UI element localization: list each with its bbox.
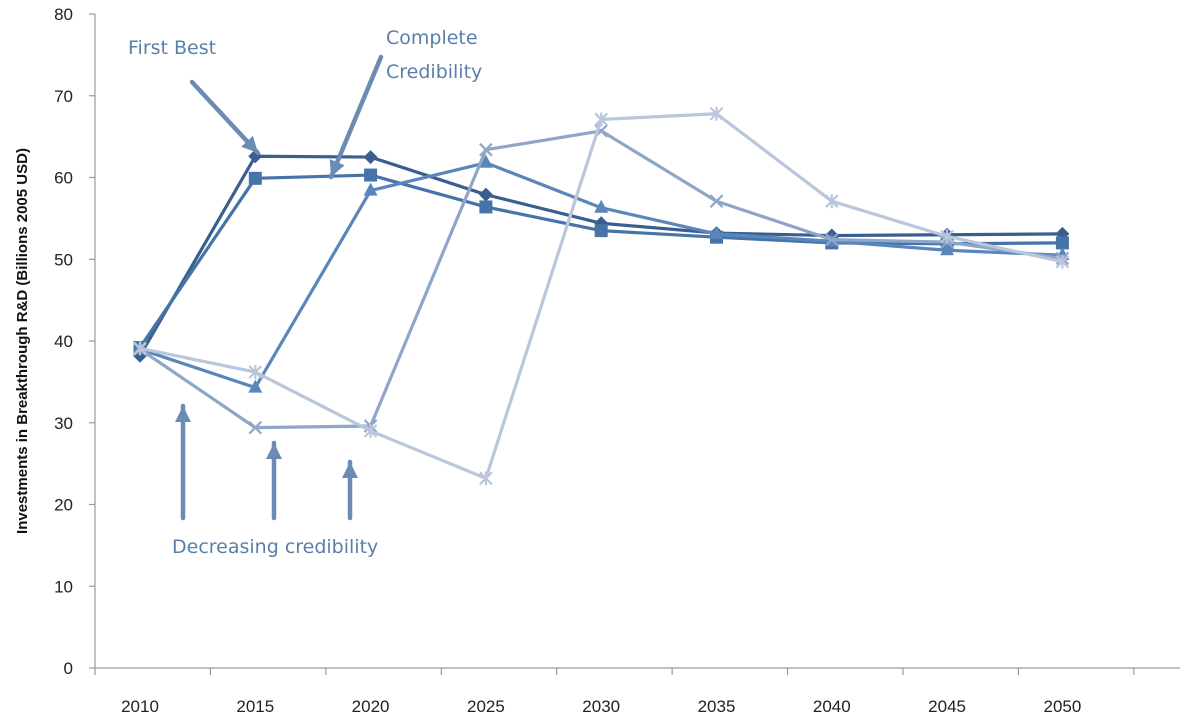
annotation-credibility: Credibility — [386, 61, 482, 83]
data-point — [363, 182, 378, 196]
x-tick-label: 2045 — [928, 697, 966, 716]
series-5 — [133, 106, 1070, 486]
y-tick-label: 20 — [54, 496, 73, 515]
annotation-complete: Complete — [386, 27, 478, 49]
series-line — [138, 154, 1063, 357]
data-point — [248, 420, 263, 435]
data-point — [709, 225, 724, 239]
data-point — [478, 187, 493, 202]
data-point — [363, 150, 378, 165]
data-point — [479, 471, 493, 486]
data-point — [479, 142, 493, 157]
data-point — [825, 232, 839, 247]
data-point — [940, 229, 954, 244]
x-tick-label: 2010 — [121, 697, 159, 716]
annotation-first-best: First Best — [128, 37, 216, 59]
x-tick-label: 2035 — [698, 697, 736, 716]
x-tick-label: 2040 — [813, 697, 851, 716]
series-1 — [133, 149, 1070, 363]
series-4 — [133, 124, 1070, 435]
y-tick-label: 80 — [54, 5, 73, 24]
data-point — [1055, 236, 1069, 250]
x-tick-label: 2020 — [352, 697, 390, 716]
data-point — [363, 423, 378, 438]
data-point — [709, 194, 724, 208]
x-ticks: 2010 2015 2020 2025 2030 2035 2040 2045 2050 — [94, 668, 1135, 716]
series-line — [139, 112, 1063, 480]
y-tick-label: 0 — [64, 659, 73, 678]
y-axis-label: Investments in Breakthrough R&D (Billion… — [14, 148, 31, 534]
arrow-decreasing-3 — [342, 459, 358, 521]
x-tick-label: 2050 — [1043, 697, 1081, 716]
arrow-complete-credibility — [328, 54, 384, 180]
data-point — [479, 200, 493, 214]
y-tick-label: 60 — [54, 169, 73, 188]
series-3 — [133, 154, 1070, 393]
data-point — [364, 168, 378, 182]
data-point — [594, 112, 608, 127]
y-tick-label: 50 — [54, 250, 73, 269]
y-ticks: 0 10 20 30 40 50 60 70 80 — [54, 5, 95, 678]
series-line — [139, 161, 1063, 390]
y-tick-label: 40 — [54, 332, 73, 351]
data-point — [940, 242, 955, 256]
arrow-decreasing-1 — [175, 403, 191, 521]
data-point — [248, 365, 263, 380]
series-2 — [133, 168, 1069, 355]
data-point — [248, 171, 262, 185]
y-tick-label: 70 — [54, 87, 73, 106]
arrow-decreasing-2 — [266, 440, 282, 521]
y-tick-label: 10 — [54, 577, 73, 596]
arrow-first-best — [189, 79, 261, 156]
annotation-decreasing-credibility: Decreasing credibility — [172, 536, 378, 558]
x-tick-label: 2030 — [582, 697, 620, 716]
data-point — [594, 224, 608, 238]
series-layer — [133, 106, 1070, 486]
axes — [94, 14, 1180, 669]
y-tick-label: 30 — [54, 414, 73, 433]
data-point — [248, 379, 263, 393]
data-point — [594, 199, 609, 213]
data-point — [825, 194, 839, 209]
data-point — [709, 106, 724, 121]
annotation-arrows — [175, 54, 384, 521]
data-point — [478, 154, 493, 168]
data-point — [1055, 254, 1070, 269]
x-tick-label: 2025 — [467, 697, 505, 716]
x-tick-label: 2015 — [236, 697, 274, 716]
data-point — [133, 341, 147, 356]
